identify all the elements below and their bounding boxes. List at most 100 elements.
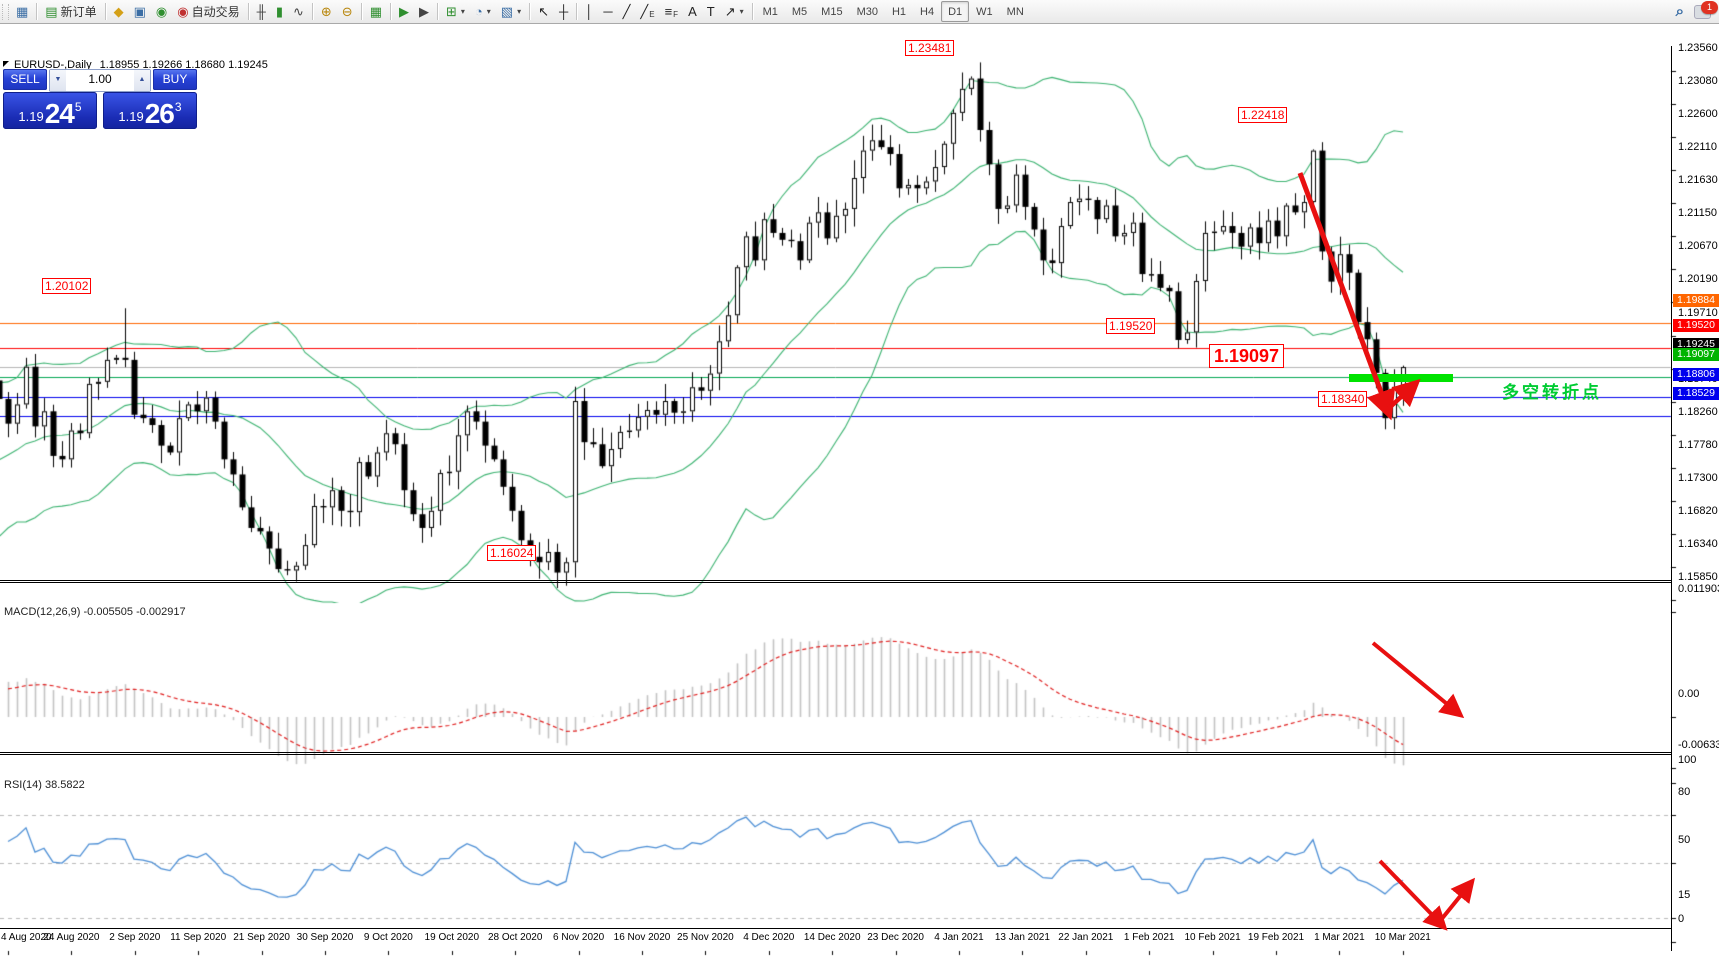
profiles-icon[interactable]: ▣ xyxy=(129,1,151,22)
timeframe-button-m30[interactable]: M30 xyxy=(856,5,878,18)
macd-axis-tick: 0.00 xyxy=(1678,688,1700,700)
new-order-button-label: 新订单 xyxy=(60,5,97,19)
webphone-icon: ◉ xyxy=(155,4,168,19)
timeframe-button-d1[interactable]: D1 xyxy=(941,1,970,22)
indicators-button: ⊞ xyxy=(446,4,457,19)
templates-button[interactable]: ▧ ▾ xyxy=(496,1,526,22)
new-order-button: ▤ xyxy=(45,4,58,19)
indicators-button[interactable]: ⊞ ▾ xyxy=(441,1,470,22)
line-chart-icon[interactable]: ∿ xyxy=(288,1,309,22)
tile-windows-icon[interactable]: ▦ xyxy=(365,1,387,22)
timeframe-button-m5[interactable]: M5 xyxy=(791,5,808,18)
time-axis-label: 10 Feb 2021 xyxy=(1184,932,1241,943)
horizontal-line-icon[interactable]: ─ xyxy=(598,1,617,22)
equidistant-channel-icon[interactable]: ╱ E xyxy=(635,1,659,22)
community-icon[interactable]: 1 xyxy=(1694,0,1718,19)
price-axis-tick: 1.21150 xyxy=(1678,207,1717,220)
text-label-icon[interactable]: T xyxy=(702,1,720,22)
candlestick-chart-icon: ▮ xyxy=(275,4,283,19)
notification-badge: 1 xyxy=(1701,0,1718,14)
periods-button[interactable]: ◔ ▾ xyxy=(470,1,496,22)
price-label-object[interactable]: 1.19097 xyxy=(1209,344,1285,368)
history-center-icon[interactable]: ◆ xyxy=(109,1,129,22)
fibonacci-icon[interactable]: ≡ F xyxy=(660,1,683,22)
price-label-object[interactable]: 1.20102 xyxy=(42,278,92,294)
price-label-object[interactable]: 1.23481 xyxy=(905,40,955,56)
price-axis-tick: 1.22600 xyxy=(1678,108,1718,121)
timeframe-button-w1[interactable]: W1 xyxy=(976,5,993,18)
sell-price-panel[interactable]: 1.19 24 5 xyxy=(3,92,97,129)
chart-window[interactable]: EURUSD-,Daily 1.18955 1.19266 1.18680 1.1… xyxy=(0,23,1719,971)
one-click-collapse-icon[interactable] xyxy=(3,61,9,67)
buy-button[interactable]: BUY xyxy=(153,69,197,90)
bar-chart-icon[interactable]: ╫ xyxy=(252,1,271,22)
buy-price-panel[interactable]: 1.19 26 3 xyxy=(103,92,197,129)
trendline-icon[interactable]: ╱ xyxy=(618,1,636,22)
volume-increase-button[interactable]: ▲ xyxy=(134,70,150,91)
price-axis-tick: 1.16820 xyxy=(1678,504,1718,517)
sell-button[interactable]: SELL xyxy=(3,69,47,90)
price-axis-tick: 1.22110 xyxy=(1678,141,1717,154)
search-icon[interactable]: ⌕ xyxy=(1675,3,1684,20)
rsi-axis-tick: 0 xyxy=(1678,913,1685,925)
time-axis-label: 23 Dec 2020 xyxy=(867,932,924,943)
price-label-object[interactable]: 1.18340 xyxy=(1318,391,1368,407)
buy-price-pip: 3 xyxy=(174,100,182,114)
panel-separator-main-macd-2 xyxy=(0,582,1671,583)
webphone-icon[interactable]: ◉ xyxy=(151,1,172,22)
time-axis-label: 4 Aug 2020 xyxy=(1,932,52,943)
crosshair-icon[interactable]: ┼ xyxy=(554,1,573,22)
price-label-object[interactable]: 1.19520 xyxy=(1106,318,1156,334)
zoom-in-icon[interactable]: ⊕ xyxy=(316,1,337,22)
rsi-axis-tick: 80 xyxy=(1678,785,1691,798)
volume-input[interactable]: 1.00 xyxy=(88,72,112,86)
one-click-trading-panel: SELL ▼ 1.00 ▲ BUY 1.19 24 5 1.19 26 3 xyxy=(3,69,197,129)
timeframe-button-m1[interactable]: M1 xyxy=(762,5,778,18)
metatrader-icon[interactable]: ▦ xyxy=(11,1,33,22)
price-chart-canvas[interactable] xyxy=(0,23,1719,971)
volume-decrease-button[interactable]: ▼ xyxy=(50,70,66,91)
price-axis-tick: 1.17300 xyxy=(1678,471,1718,484)
macd-label: MACD(12,26,9) -0.005505 -0.002917 xyxy=(4,606,186,618)
timeframe-button-h1[interactable]: H1 xyxy=(891,5,907,18)
note-text-object[interactable]: 多空转折点 xyxy=(1502,383,1602,402)
toolbar-grip xyxy=(2,3,9,20)
panel-separator-main-macd[interactable] xyxy=(0,580,1671,581)
price-axis-tick: 1.19710 xyxy=(1678,306,1718,319)
timeframe-button-m15[interactable]: M15 xyxy=(821,5,843,18)
bar-chart-icon: ╫ xyxy=(256,4,266,19)
price-label-object[interactable]: 1.16024 xyxy=(487,545,537,561)
chevron-down-icon: ▾ xyxy=(517,7,522,16)
panel-separator-macd-rsi[interactable] xyxy=(0,752,1671,753)
highlight-bar-object[interactable] xyxy=(1349,374,1453,382)
zoom-out-icon[interactable]: ⊖ xyxy=(337,1,358,22)
fibonacci-icon-sub: F xyxy=(673,10,679,19)
timeframe-button-mn[interactable]: MN xyxy=(1006,5,1024,18)
buy-price-prefix: 1.19 xyxy=(118,109,144,124)
timeframe-button-h4[interactable]: H4 xyxy=(920,5,935,18)
price-line-chip: 1.18529 xyxy=(1673,386,1719,400)
text-label-icon: T xyxy=(706,4,715,19)
cursor-icon[interactable]: ↖ xyxy=(533,1,554,22)
line-chart-icon: ∿ xyxy=(292,4,304,19)
auto-scroll-icon[interactable]: ▶ xyxy=(394,1,414,22)
chart-shift-icon[interactable]: ▶ xyxy=(414,1,434,22)
sell-price-main: 24 xyxy=(44,98,75,129)
horizontal-line-icon: ─ xyxy=(603,4,613,19)
price-label-object[interactable]: 1.22418 xyxy=(1238,107,1288,123)
new-order-button[interactable]: ▤ 新订单 xyxy=(40,1,101,22)
auto-trading-button[interactable]: ◉ 自动交易 xyxy=(172,1,244,22)
text-icon[interactable]: A xyxy=(683,1,702,22)
toolbar-separator xyxy=(751,3,753,20)
history-center-icon: ◆ xyxy=(113,4,124,19)
arrows-icon[interactable]: ↗ ▾ xyxy=(720,1,749,22)
chevron-down-icon: ▾ xyxy=(486,7,491,16)
time-axis-label: 10 Mar 2021 xyxy=(1374,932,1431,943)
time-axis-label: 22 Jan 2021 xyxy=(1058,932,1114,943)
candlestick-chart-icon[interactable]: ▮ xyxy=(271,1,288,22)
vertical-line-icon[interactable]: │ xyxy=(580,1,598,22)
equidistant-channel-icon-sub: E xyxy=(649,10,655,19)
price-axis-tick: 1.18260 xyxy=(1678,405,1718,418)
main-toolbar: ▦ ▤ 新订单 ◆ ▣ ◉ ◉ 自动交易 ╫ ▮ ∿ ⊕ ⊖ ▦ ▶ ▶ ⊞ ▾ ◔ ▾ ▧ ▾ ↖ ┼ │ ─ ╱ ╱ E ≡ F A T ↗ ▾… xyxy=(0,0,1719,24)
rsi-label: RSI(14) 38.5822 xyxy=(4,779,85,791)
